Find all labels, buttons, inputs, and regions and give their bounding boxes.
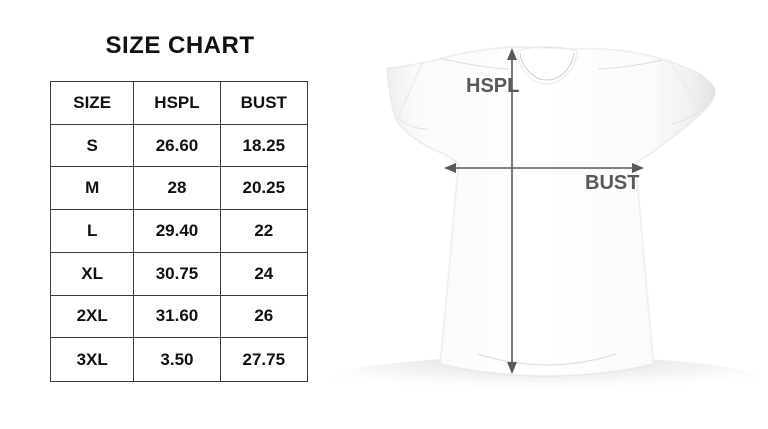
svg-text:BUST: BUST — [585, 172, 639, 194]
svg-text:HSPL: HSPL — [466, 75, 519, 97]
